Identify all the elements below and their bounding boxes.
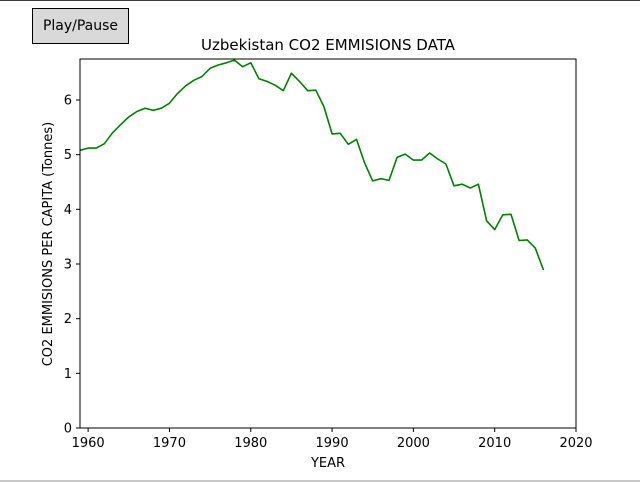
window-bottom-border [0, 480, 640, 482]
x-axis-label: YEAR [310, 456, 345, 471]
x-tick-label: 2020 [559, 436, 592, 451]
co2-series-line [79, 59, 545, 271]
x-ticks: 1960 1970 1980 1990 2000 2010 2020 [72, 428, 593, 451]
x-tick-label: 2000 [397, 436, 430, 451]
play-pause-button[interactable]: Play/Pause [32, 8, 129, 44]
window-top-border [0, 0, 640, 1]
y-tick-label: 5 [64, 148, 72, 163]
x-tick-label: 2010 [478, 436, 511, 451]
plot-area-frame [79, 58, 577, 429]
y-ticks: 0 1 2 3 4 5 6 [64, 94, 80, 437]
y-tick-label: 3 [64, 258, 72, 273]
x-tick-label: 1960 [72, 436, 105, 451]
y-axis-label: CO2 EMMISIONS PER CAPITA (Tonnes) [41, 122, 56, 367]
y-tick-label: 0 [64, 422, 72, 437]
y-tick-label: 6 [64, 94, 72, 109]
chart-title: Uzbekistan CO2 EMMISIONS DATA [201, 36, 456, 54]
x-tick-label: 1990 [316, 436, 349, 451]
x-tick-label: 1970 [153, 436, 186, 451]
y-tick-label: 4 [64, 203, 72, 218]
y-tick-label: 2 [64, 312, 72, 327]
x-tick-label: 1980 [234, 436, 267, 451]
y-tick-label: 1 [64, 367, 72, 382]
